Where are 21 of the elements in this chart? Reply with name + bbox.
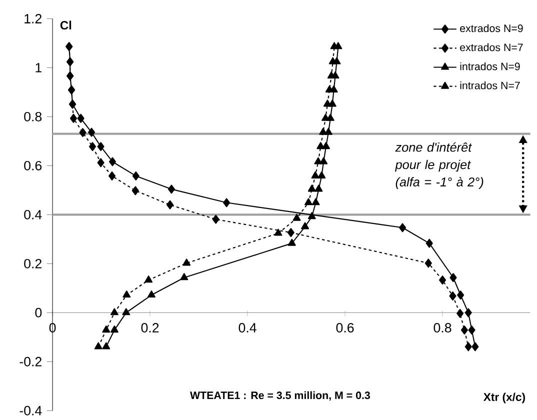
legend-label: intrados N=7 bbox=[460, 81, 520, 90]
x-tick-label: 0.4 bbox=[238, 323, 256, 332]
y-tick-label: 0.6 bbox=[24, 160, 42, 170]
annotation: zone d'intérêt pour le projet (alfa = -1° à 2°) bbox=[394, 142, 484, 189]
legend-label: intrados N=9 bbox=[460, 62, 520, 70]
annotation: WTEATE1 : Re = 3.5 million, M = 0.3 bbox=[190, 391, 370, 401]
y-axis-title: Cl bbox=[60, 20, 72, 30]
y-tick-label: 0.8 bbox=[24, 112, 42, 122]
x-tick-label: 0.8 bbox=[434, 323, 452, 332]
y-tick-label: 1 bbox=[36, 63, 42, 72]
x-axis-title: Xtr (x/c) bbox=[483, 392, 525, 404]
y-tick-label: 0.4 bbox=[24, 210, 42, 220]
y-tick-label: 0 bbox=[35, 308, 42, 318]
legend-label: extrados N=7 bbox=[460, 43, 523, 52]
y-tick-label: 0.2 bbox=[24, 258, 42, 268]
y-tick-label: -0.4 bbox=[20, 406, 42, 416]
y-tick-label: -0.2 bbox=[20, 356, 42, 366]
x-tick-label: 0.2 bbox=[141, 323, 159, 332]
legend-label: extrados N=9 bbox=[460, 24, 523, 32]
x-tick-label: 0.6 bbox=[336, 323, 354, 332]
y-tick-label: 1.2 bbox=[24, 14, 42, 24]
